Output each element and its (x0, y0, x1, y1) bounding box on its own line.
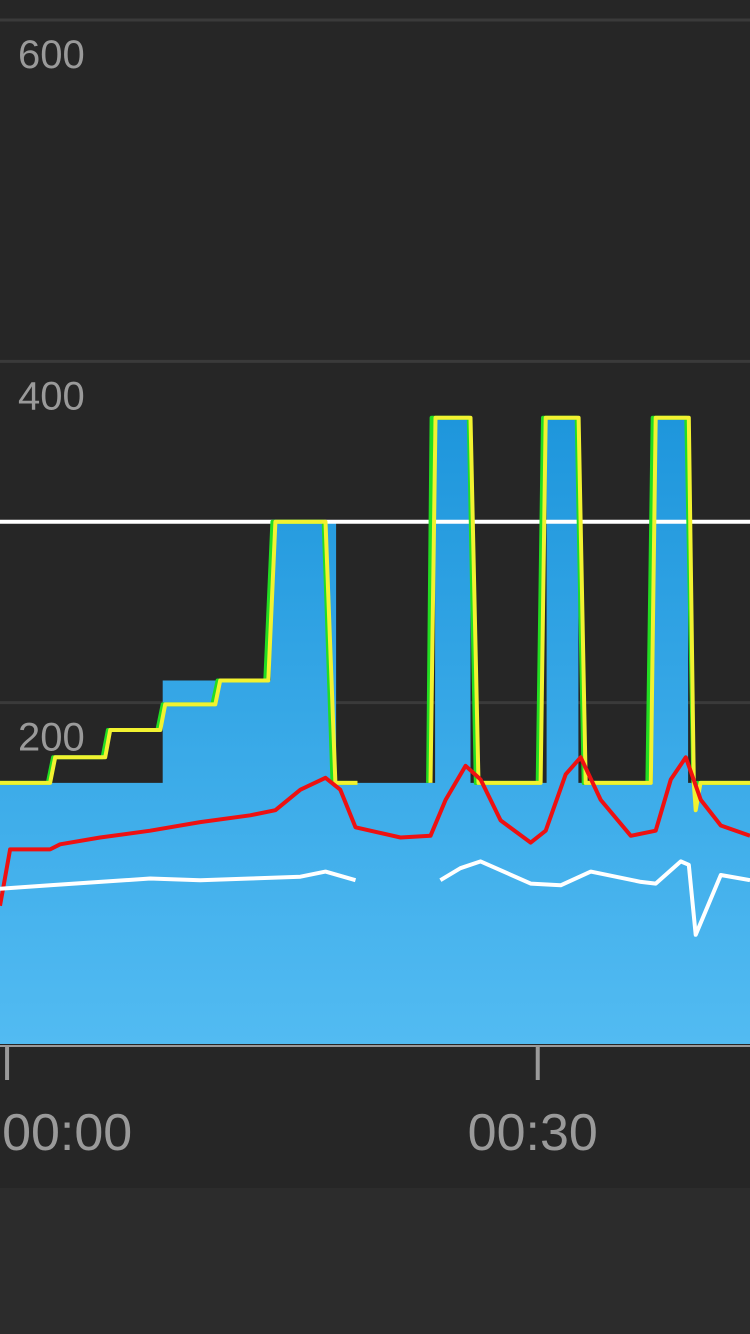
bottom-bar (0, 1188, 750, 1334)
y-tick-label: 600 (18, 33, 85, 77)
x-tick-label: 00:00 (2, 1104, 132, 1162)
y-tick-label: 400 (18, 374, 85, 418)
area (0, 417, 750, 1044)
y-tick-label: 200 (18, 716, 85, 760)
x-tick-label: 00:30 (468, 1104, 598, 1162)
line (0, 859, 750, 937)
line (0, 415, 750, 813)
line (0, 755, 750, 907)
